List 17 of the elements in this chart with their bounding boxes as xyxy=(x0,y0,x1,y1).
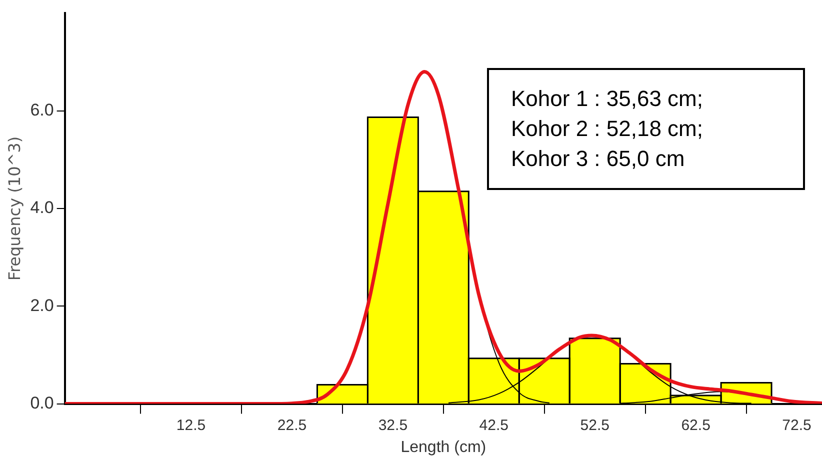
y-tick-label: 6.0 xyxy=(30,100,54,120)
y-tick-label: 0.0 xyxy=(30,393,54,412)
x-tick-label: 22.5 xyxy=(277,416,307,434)
y-tick-label: 4.0 xyxy=(30,198,54,218)
x-tick-label: 62.5 xyxy=(681,416,710,434)
x-tick-label: 42.5 xyxy=(479,416,508,434)
annotation: Kohor 3 : 65,0 cm xyxy=(511,145,686,173)
y-tick-label: 2.0 xyxy=(30,296,54,315)
x-tick-label: 72.5 xyxy=(782,416,812,434)
annotation: Kohor 2 : 52,18 cm; xyxy=(511,115,704,143)
x-tick-label: 32.5 xyxy=(378,416,408,434)
y-axis-title: Frequency (10^3) xyxy=(4,136,24,281)
x-axis-title: Length (cm) xyxy=(400,438,486,456)
annotation: Kohor 1 : 35,63 cm; xyxy=(511,85,704,113)
x-tick-label: 52.5 xyxy=(580,416,610,434)
x-tick-label: 12.5 xyxy=(176,416,206,434)
note-box: Kohor 1 : 35,63 cm; Kohor 2 : 52,18 cm; Kohor 3 : 65,0 cm xyxy=(487,68,805,190)
